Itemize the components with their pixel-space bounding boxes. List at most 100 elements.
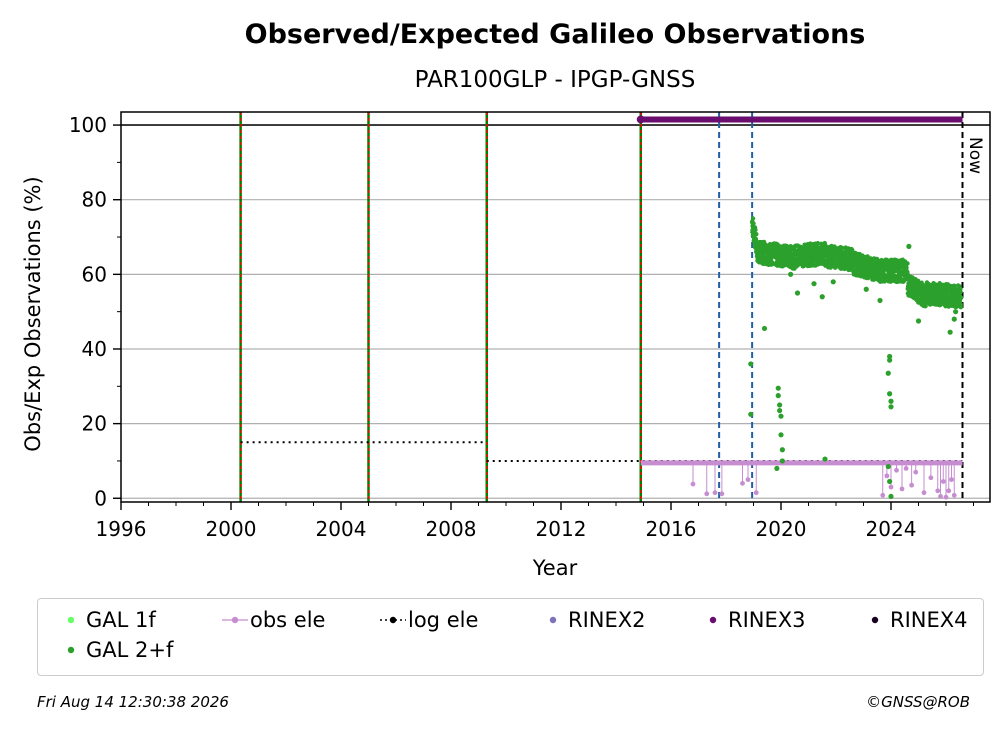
obs-ele-point	[880, 492, 886, 498]
gal-2f-outlier	[779, 458, 785, 464]
obs-ele-point	[704, 491, 710, 497]
x-tick-label: 2012	[536, 517, 587, 541]
gal-2f-outlier	[885, 463, 891, 470]
legend: GAL 1f obs ele log ele RINEX2 RINEX3 RINEX4 GA…	[37, 598, 984, 676]
obs-ele-point	[903, 466, 909, 471]
gal-2f-outlier	[953, 309, 959, 315]
data-layer	[240, 115, 964, 500]
y-axis-label: Obs/Exp Observations (%)	[21, 176, 45, 451]
obs-ele-point	[740, 480, 745, 486]
obs-ele-point	[712, 490, 718, 496]
x-tick-label: 1996	[96, 517, 147, 541]
obs-ele-point	[935, 488, 941, 494]
gal-2f-outlier	[830, 279, 836, 285]
obs-ele-point	[949, 477, 954, 483]
gal-2f-point	[753, 236, 759, 242]
legend-item: GAL 2+f	[56, 637, 173, 662]
legend-marker	[709, 616, 717, 624]
legend-marker	[380, 616, 406, 624]
legend-marker	[549, 616, 557, 624]
gal-2f-outlier	[887, 391, 893, 397]
legend-label: RINEX4	[890, 608, 968, 632]
legend-marker	[222, 616, 248, 624]
gal-2f-outlier	[951, 316, 957, 322]
gal-2f-outlier	[811, 281, 817, 287]
gal-2f-outlier	[788, 271, 794, 277]
gal-2f-outlier	[863, 286, 869, 292]
gal-2f-outlier	[947, 329, 953, 335]
x-tick-label: 2004	[316, 517, 367, 541]
legend-label: RINEX3	[728, 608, 806, 632]
axes: 1996 2000 2004 2008 2012 2016 2020 2024 0 20 40 60 8…	[69, 113, 974, 541]
obs-ele-point	[884, 473, 890, 479]
y-tick-label: 60	[82, 262, 107, 286]
x-tick-label: 2020	[756, 517, 807, 541]
gal-2f-outlier	[915, 318, 922, 324]
legend-label: obs ele	[250, 608, 326, 632]
gal-2f-point	[839, 245, 844, 251]
gal-2f-point	[958, 289, 963, 295]
x-tick-label: 2024	[866, 517, 917, 541]
gal-2f-outlier	[906, 243, 912, 249]
legend-marker	[871, 616, 879, 624]
x-tick-label: 2000	[206, 517, 257, 541]
gal-2f-point	[958, 304, 964, 310]
gal-2f-outlier	[822, 456, 828, 462]
legend-label: GAL 2+f	[86, 638, 174, 662]
gal-2f-outlier	[887, 478, 893, 485]
obs-ele-point	[943, 494, 949, 500]
obs-ele-point	[913, 469, 919, 475]
gal-2f-point	[751, 221, 756, 226]
gal-2f-outlier	[775, 393, 781, 399]
gal-2f-outlier	[794, 290, 801, 296]
legend-marker	[67, 616, 75, 624]
gal-2f-point	[958, 286, 963, 291]
gal-2f-outlier	[887, 357, 893, 363]
legend-marker	[67, 646, 75, 654]
gal-2f-outlier	[777, 407, 783, 414]
legend-marker-dot	[871, 616, 879, 624]
gal-2f-outlier	[888, 398, 894, 404]
obs-ele-point	[951, 492, 957, 498]
legend-item: RINEX2	[538, 607, 646, 632]
gal-2f-outlier	[775, 385, 781, 391]
obs-ele-point	[938, 494, 943, 499]
legend-marker-dot	[389, 616, 397, 624]
y-tick-label: 40	[82, 337, 107, 361]
legend-marker-dot	[709, 616, 717, 624]
y-tick-label: 20	[82, 412, 107, 436]
legend-item: GAL 1f	[56, 607, 156, 632]
gal-2f-point	[919, 280, 924, 285]
obs-ele-point	[940, 479, 946, 484]
obs-ele-point	[899, 486, 905, 492]
gal-2f-outlier	[885, 370, 891, 376]
obs-ele-point	[753, 490, 759, 496]
gal-2f-outlier	[777, 402, 783, 408]
obs-ele-point	[745, 477, 751, 483]
legend-item: log ele	[378, 607, 478, 632]
obs-ele-point	[690, 481, 696, 487]
rinex3-point	[636, 115, 645, 124]
x-axis-label: Year	[532, 556, 578, 580]
gal-2f-outlier	[888, 493, 894, 500]
gal-2f-point	[905, 261, 910, 266]
now-label: Now	[965, 137, 985, 174]
timestamp: Fri Aug 14 12:30:38 2026	[37, 693, 229, 711]
obs-ele-point	[888, 484, 894, 490]
gal-2f-point	[794, 248, 799, 254]
gal-2f-outlier	[761, 325, 768, 332]
gal-2f-point	[788, 247, 793, 253]
obs-ele-point	[719, 491, 725, 497]
obs-ele-point	[921, 490, 927, 496]
gal-2f-point	[815, 241, 821, 246]
gal-2f-point	[788, 244, 793, 249]
legend-item: RINEX3	[698, 607, 806, 632]
gal-2f-point	[904, 265, 909, 271]
legend-label: RINEX2	[568, 608, 646, 632]
gal-2f-outlier	[888, 404, 894, 410]
event-lines	[239, 112, 964, 502]
chart-title: Observed/Expected Galileo Observations	[245, 19, 866, 50]
x-tick-label: 2008	[426, 517, 477, 541]
gal-2f-point	[753, 227, 758, 233]
